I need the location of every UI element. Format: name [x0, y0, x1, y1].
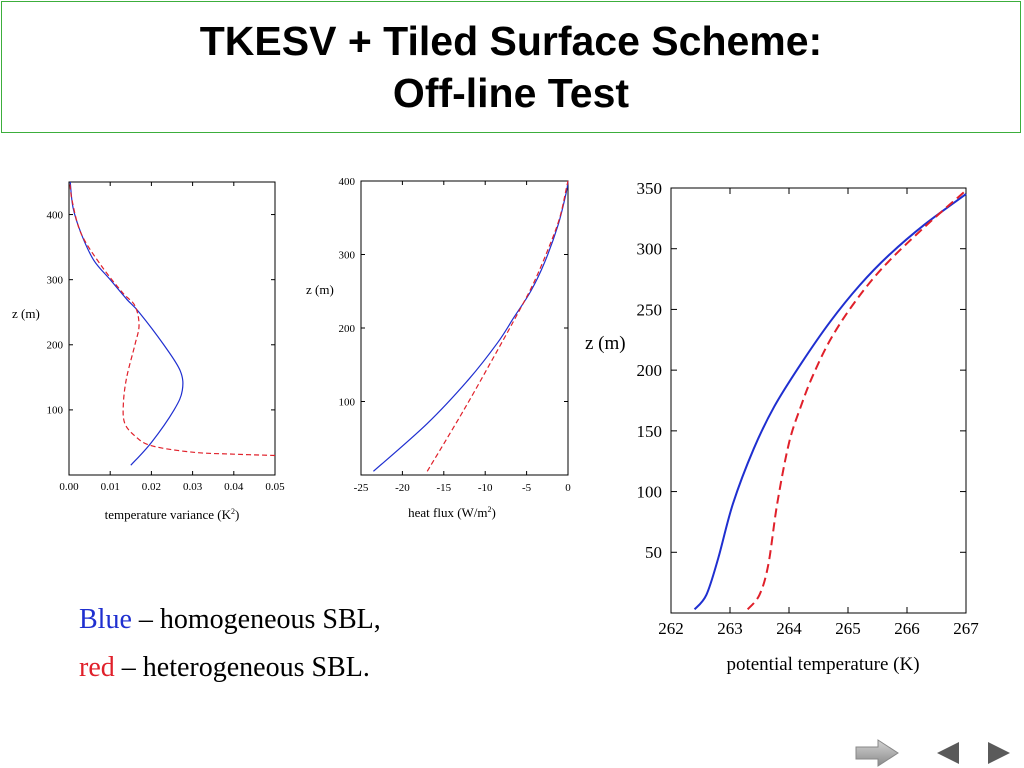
x-tick-label: 0.04 — [224, 481, 244, 493]
y-tick-label: 200 — [339, 323, 356, 335]
x-tick-label: 265 — [835, 619, 861, 638]
x-tick-label: 262 — [658, 619, 684, 638]
legend-blue-word: Blue — [79, 604, 132, 635]
y-tick-label: 200 — [637, 361, 663, 380]
x-tick-label: 0.05 — [265, 481, 285, 493]
y-tick-label: 100 — [47, 405, 64, 417]
x-tick-label: 0.01 — [101, 481, 120, 493]
y-tick-label: 400 — [339, 176, 356, 188]
x-axis-label-end: ) — [235, 507, 239, 522]
x-axis-label-main: heat flux (W/m — [408, 505, 487, 520]
y-axis-label: z (m) — [585, 333, 626, 354]
x-tick-label: 0 — [565, 482, 571, 494]
y-axis-label: z (m) — [306, 282, 334, 297]
previous-slide-icon[interactable] — [933, 738, 961, 768]
y-tick-label: 300 — [47, 275, 64, 287]
legend-row-blue: Blue – homogeneous SBL, — [79, 596, 381, 644]
x-tick-label: 267 — [953, 619, 979, 638]
x-tick-label: 0.03 — [183, 481, 203, 493]
x-tick-label: -15 — [436, 482, 451, 494]
x-axis-label-main: temperature variance (K — [105, 507, 232, 522]
x-tick-label: 0.02 — [142, 481, 161, 493]
next-slide-arrow-icon[interactable] — [854, 738, 900, 768]
y-tick-label: 350 — [637, 179, 663, 198]
x-axis-label: potential temperature (K) — [726, 654, 919, 675]
slide-title-box: TKESV + Tiled Surface Scheme: Off-line T… — [1, 1, 1021, 133]
x-tick-label: -10 — [478, 482, 493, 494]
x-tick-label: -25 — [354, 482, 369, 494]
legend: Blue – homogeneous SBL, red – heterogene… — [79, 596, 381, 692]
y-tick-label: 300 — [637, 240, 663, 259]
series-line-blue — [693, 193, 967, 611]
y-tick-label: 300 — [339, 249, 356, 261]
series-line-red-dashed — [69, 181, 276, 457]
plot-frame — [670, 187, 967, 614]
y-tick-label: 250 — [637, 300, 663, 319]
y-tick-label: 50 — [645, 543, 662, 562]
next-slide-icon[interactable] — [986, 738, 1014, 768]
x-tick-label: 264 — [776, 619, 802, 638]
y-tick-label: 100 — [637, 483, 663, 502]
x-tick-label: -20 — [395, 482, 410, 494]
x-axis-label: heat flux (W/m2) — [408, 505, 496, 520]
x-axis-label-sup: 2 — [488, 505, 492, 514]
series-line-red-dashed — [746, 189, 967, 611]
slide-title-line2: Off-line Test — [392, 70, 630, 116]
legend-row-red: red – heterogeneous SBL. — [79, 644, 381, 692]
legend-red-word: red — [79, 652, 115, 683]
x-axis-label-sup: 2 — [231, 507, 235, 516]
x-tick-label: 266 — [894, 619, 920, 638]
legend-red-text: – heterogeneous SBL. — [114, 652, 370, 683]
plot-frame — [68, 181, 276, 476]
y-axis-label: z (m) — [12, 306, 40, 321]
y-tick-label: 150 — [637, 422, 663, 441]
x-tick-label: 0.00 — [59, 481, 79, 493]
y-tick-label: 200 — [47, 340, 64, 352]
y-tick-label: 100 — [339, 396, 356, 408]
x-axis-label-end: ) — [492, 505, 496, 520]
x-axis-label: temperature variance (K2) — [105, 507, 240, 522]
x-tick-label: 263 — [717, 619, 743, 638]
slide-title-line1: TKESV + Tiled Surface Scheme: — [199, 18, 823, 64]
series-line-red-dashed — [426, 180, 569, 472]
y-tick-label: 400 — [47, 209, 64, 221]
legend-blue-text: – homogeneous SBL, — [131, 604, 381, 635]
x-tick-label: -5 — [522, 482, 532, 494]
